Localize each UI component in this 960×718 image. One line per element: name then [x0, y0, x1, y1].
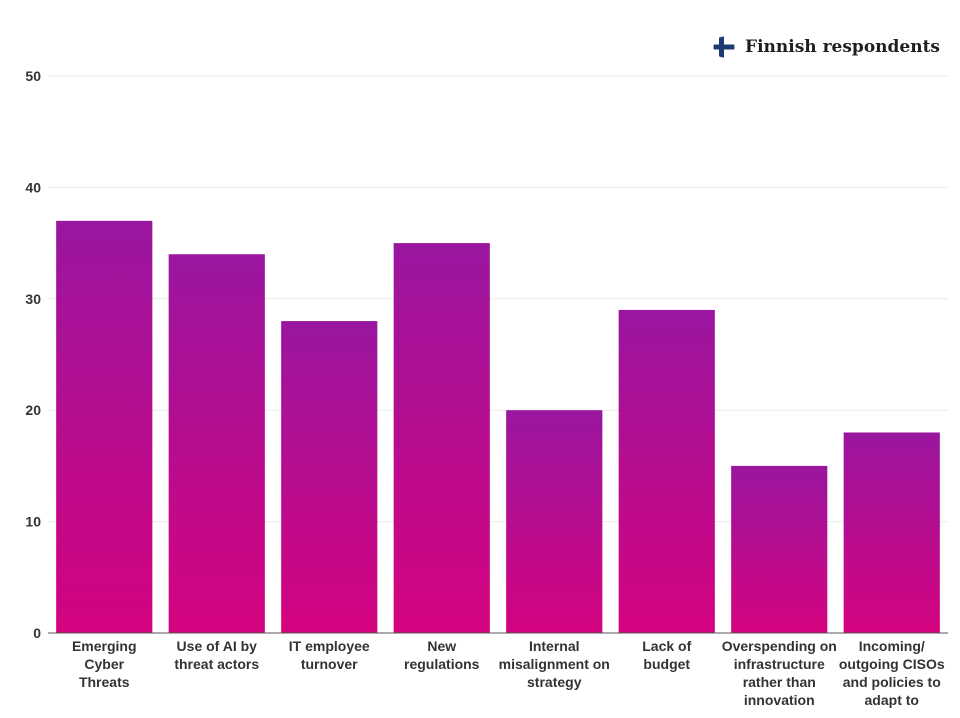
y-tick-label: 40: [25, 179, 41, 195]
y-tick-label: 10: [25, 514, 41, 530]
x-category-label: Emerging Cyber Threats: [72, 638, 137, 690]
y-tick-label: 30: [25, 291, 41, 307]
bar: [281, 321, 378, 633]
bar: [506, 410, 603, 633]
x-category-label: Overspending on infrastructure rather than…: [722, 638, 837, 708]
finland-flag-icon: [713, 36, 735, 58]
bar: [843, 432, 940, 633]
y-tick-label: 0: [33, 625, 41, 641]
x-category-label: Internal misalignment on strategy: [499, 638, 610, 690]
x-category-label: Incoming/outgoing CISOs and policies to ad…: [839, 638, 945, 708]
x-category-label: Use of AI by threat actors: [174, 638, 259, 672]
y-tick-label: 50: [25, 68, 41, 84]
bars: [56, 220, 940, 634]
y-axis-ticks: 0 10 20 30 40 50: [25, 68, 41, 641]
x-axis-category-labels: Emerging Cyber Threats Use of AI by threat a…: [72, 638, 945, 708]
x-category-label: Lack of budget: [642, 638, 691, 672]
x-category-label: New regulations: [404, 638, 480, 672]
bar: [618, 309, 715, 633]
y-tick-label: 20: [25, 402, 41, 418]
legend: Finnish respondents: [713, 36, 940, 58]
bar: [168, 254, 265, 634]
x-category-label: IT employee turnover: [289, 638, 370, 672]
bar: [731, 465, 828, 633]
legend-label: Finnish respondents: [745, 37, 940, 57]
bar: [393, 243, 490, 633]
bar: [56, 220, 153, 633]
